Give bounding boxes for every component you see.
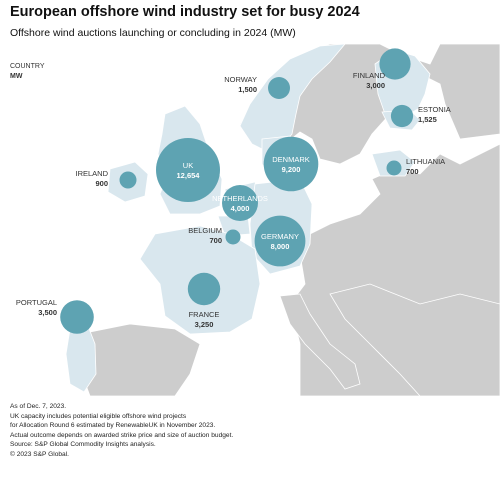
country-mw-denmark: 9,200 <box>282 165 301 174</box>
country-name-lithuania: LITHUANIA <box>406 157 445 166</box>
country-mw-germany: 8,000 <box>271 242 290 251</box>
footnote-line: UK capacity includes potential eligible … <box>10 412 187 420</box>
bubble-netherlands <box>222 185 258 221</box>
country-mw-ireland: 900 <box>95 179 108 188</box>
country-name-france: FRANCE <box>189 310 220 319</box>
bubble-portugal <box>60 300 94 334</box>
legend: COUNTRY MW <box>10 62 44 82</box>
footnotes: As of Dec. 7, 2023. UK capacity includes… <box>10 402 233 460</box>
page-title: European offshore wind industry set for … <box>10 4 360 20</box>
footnote-line: Actual outcome depends on awarded strike… <box>10 431 234 439</box>
page-subtitle: Offshore wind auctions launching or conc… <box>10 27 296 39</box>
country-name-denmark: DENMARK <box>272 155 310 164</box>
footnote-line: As of Dec. 7, 2023. <box>10 403 67 410</box>
country-mw-estonia: 1,525 <box>418 115 437 124</box>
country-name-ireland: IRELAND <box>75 169 108 178</box>
bubble-estonia <box>390 104 414 128</box>
country-mw-netherlands: 4,000 <box>231 204 250 213</box>
country-name-norway: NORWAY <box>224 75 257 84</box>
footnote-line: for Allocation Round 6 estimated by Rene… <box>10 422 216 430</box>
footnote-line: © 2023 S&P Global. <box>10 450 69 458</box>
country-name-finland: FINLAND <box>353 71 386 80</box>
legend-country-label: COUNTRY <box>10 63 45 70</box>
country-name-portugal: PORTUGAL <box>16 298 57 307</box>
balkans-land <box>329 283 500 396</box>
italy-land <box>279 293 361 390</box>
bubble-ireland <box>119 171 137 189</box>
bubble-layer <box>60 48 414 334</box>
bubble-uk <box>156 138 220 202</box>
country-mw-portugal: 3,500 <box>38 308 57 317</box>
country-mw-norway: 1,500 <box>238 85 257 94</box>
country-name-estonia: ESTONIA <box>418 105 451 114</box>
bubble-lithuania <box>386 160 402 176</box>
bubble-france <box>187 272 221 306</box>
country-mw-finland: 3,000 <box>366 81 385 90</box>
country-name-belgium: BELGIUM <box>188 226 222 235</box>
bubble-finland <box>379 48 411 80</box>
country-name-netherlands: NETHERLANDS <box>212 194 268 203</box>
portugal-land <box>65 325 97 393</box>
country-mw-lithuania: 700 <box>406 167 419 176</box>
legend-mw-label: MW <box>10 73 23 80</box>
country-mw-belgium: 700 <box>209 236 222 245</box>
country-mw-france: 3,250 <box>195 320 214 329</box>
bubble-norway <box>268 77 290 99</box>
bubble-denmark <box>263 136 319 192</box>
footnote-line: Source: S&P Global Commodity Insights an… <box>10 441 156 449</box>
country-mw-uk: 12,654 <box>177 171 201 180</box>
country-name-uk: UK <box>183 161 193 170</box>
bubble-belgium <box>225 229 241 245</box>
bubble-germany <box>254 215 306 267</box>
country-name-germany: GERMANY <box>261 232 299 241</box>
iberia-land <box>77 323 201 396</box>
